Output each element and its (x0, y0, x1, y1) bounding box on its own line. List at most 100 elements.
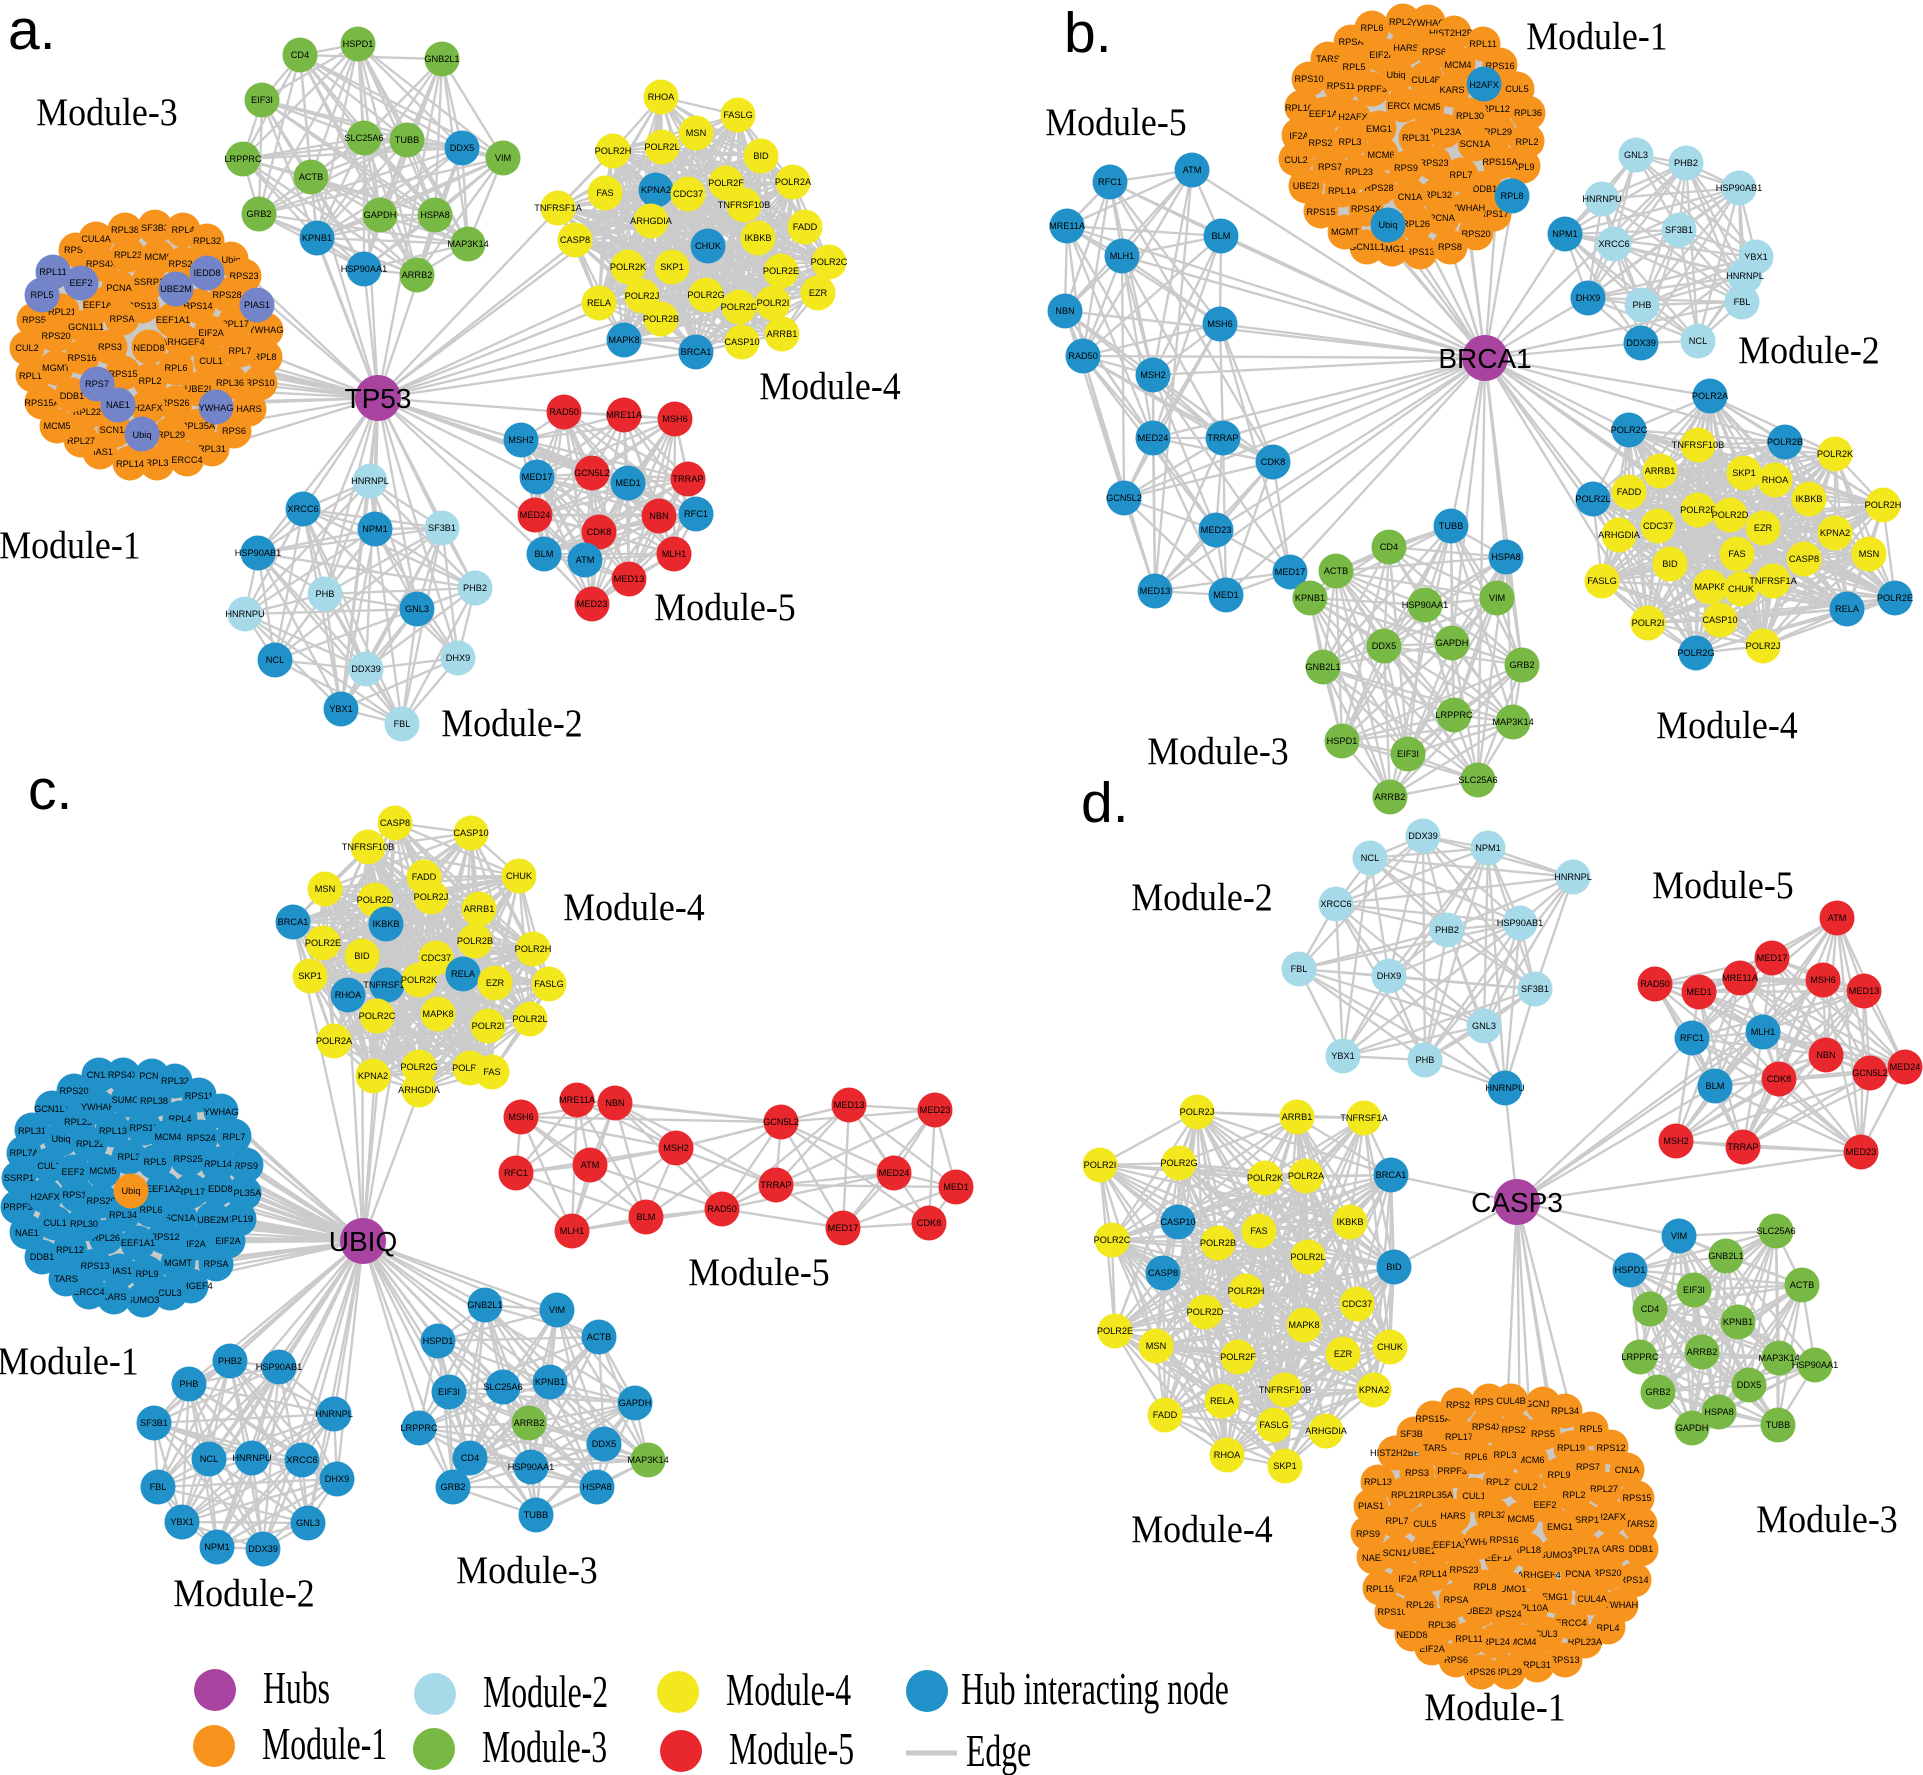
svg-text:MED23: MED23 (577, 599, 608, 609)
svg-text:MED13: MED13 (1849, 986, 1880, 996)
svg-text:RPS16: RPS16 (67, 353, 96, 363)
svg-text:MSN: MSN (686, 128, 706, 138)
svg-text:CUL2: CUL2 (37, 1161, 61, 1171)
svg-text:DHX9: DHX9 (325, 1474, 350, 1484)
svg-text:HSP90AA1: HSP90AA1 (1402, 600, 1448, 610)
svg-text:FASLG: FASLG (534, 979, 564, 989)
svg-text:POLR2E: POLR2E (1097, 1326, 1133, 1336)
svg-text:NEDD8: NEDD8 (1396, 1630, 1427, 1640)
svg-text:RPL14: RPL14 (204, 1159, 232, 1169)
svg-text:POLR2B: POLR2B (457, 936, 493, 946)
svg-text:MCM4: MCM4 (1509, 1637, 1536, 1647)
svg-text:HNRNPL: HNRNPL (315, 1409, 353, 1419)
svg-text:CUL1: CUL1 (43, 1218, 67, 1228)
svg-text:FBL: FBL (1734, 297, 1751, 307)
svg-text:RPL30: RPL30 (1456, 111, 1484, 121)
svg-text:Hubs: Hubs (263, 1662, 330, 1713)
svg-text:RPS3: RPS3 (98, 342, 122, 352)
svg-text:CUL2: CUL2 (15, 343, 39, 353)
svg-text:UBE2I: UBE2I (1466, 1606, 1493, 1616)
svg-text:Ubiq: Ubiq (133, 430, 152, 440)
svg-text:FADD: FADD (1617, 487, 1642, 497)
svg-text:EEF1A2: EEF1A2 (146, 1184, 180, 1194)
svg-text:ARRB1: ARRB1 (767, 329, 798, 339)
svg-text:RPL17: RPL17 (177, 1187, 205, 1197)
svg-text:SKP1: SKP1 (660, 262, 684, 272)
svg-text:FBL: FBL (1291, 964, 1308, 974)
svg-text:MLH1: MLH1 (1110, 251, 1135, 261)
svg-text:CN1A: CN1A (87, 1070, 112, 1080)
svg-text:SUMO1: SUMO1 (112, 1095, 145, 1105)
svg-text:SKP1: SKP1 (1732, 468, 1756, 478)
svg-text:MRE11A: MRE11A (1722, 973, 1759, 983)
svg-text:POLR2I: POLR2I (1632, 618, 1665, 628)
svg-text:RPL22: RPL22 (73, 407, 101, 417)
svg-text:SF3B1: SF3B1 (1665, 225, 1693, 235)
svg-text:HARS: HARS (1393, 43, 1419, 53)
svg-text:ARHGDIA: ARHGDIA (398, 1085, 441, 1095)
svg-text:BID: BID (1386, 1262, 1402, 1272)
svg-text:Module-2: Module-2 (1738, 330, 1880, 373)
svg-text:ARHGDIA: ARHGDIA (1598, 530, 1641, 540)
svg-text:PHB2: PHB2 (463, 583, 487, 593)
svg-text:MED23: MED23 (1201, 525, 1232, 535)
svg-text:RPL19: RPL19 (1557, 1443, 1585, 1453)
svg-text:EIF3I: EIF3I (1683, 1285, 1705, 1295)
svg-text:POLR2F: POLR2F (1220, 1352, 1256, 1362)
svg-text:YWHAG: YWHAG (249, 325, 284, 335)
svg-text:RPS16: RPS16 (1485, 61, 1514, 71)
svg-text:EIF2A: EIF2A (215, 1236, 241, 1246)
svg-text:FAS: FAS (596, 188, 613, 198)
svg-text:HNRNPU: HNRNPU (225, 609, 264, 619)
svg-text:RPS24: RPS24 (186, 1133, 215, 1143)
svg-text:RPL32: RPL32 (1478, 1510, 1506, 1520)
svg-text:RPL35A: RPL35A (227, 1188, 262, 1198)
svg-text:MED13: MED13 (614, 574, 645, 584)
svg-text:RPS15A: RPS15A (1482, 157, 1518, 167)
svg-text:ACTB: ACTB (1324, 566, 1349, 576)
svg-text:RPL29: RPL29 (1484, 127, 1512, 137)
svg-text:Module-5: Module-5 (1652, 865, 1794, 908)
svg-text:Module-1: Module-1 (0, 525, 141, 568)
svg-text:RPL5: RPL5 (1580, 1424, 1603, 1434)
svg-text:GNL3: GNL3 (1624, 150, 1648, 160)
svg-text:BRCA1: BRCA1 (1376, 1170, 1407, 1180)
svg-text:EEF1A1: EEF1A1 (156, 315, 190, 325)
svg-text:RPL2: RPL2 (1516, 137, 1539, 147)
svg-text:RPL8: RPL8 (1501, 191, 1524, 201)
svg-text:POLR2L: POLR2L (1575, 494, 1610, 504)
svg-text:DDB1: DDB1 (30, 1252, 55, 1262)
svg-text:MED17: MED17 (828, 1223, 859, 1233)
svg-text:RPSA: RPSA (109, 314, 135, 324)
svg-text:PHB: PHB (1416, 1055, 1435, 1065)
svg-text:GNB2L1: GNB2L1 (1708, 1251, 1743, 1261)
svg-text:SKP1: SKP1 (1273, 1461, 1297, 1471)
svg-text:RPS13: RPS13 (1405, 247, 1434, 257)
svg-text:Module-3: Module-3 (1147, 731, 1289, 774)
svg-text:PRPF3: PRPF3 (1357, 84, 1387, 94)
svg-text:NPM1: NPM1 (362, 524, 388, 534)
svg-text:NBN: NBN (1055, 306, 1074, 316)
svg-text:GCN5L2: GCN5L2 (1852, 1068, 1888, 1078)
svg-text:MCM5: MCM5 (89, 1166, 116, 1176)
svg-text:FASLG: FASLG (1259, 1420, 1289, 1430)
svg-text:RPL4: RPL4 (1597, 1623, 1620, 1633)
svg-text:DDB1: DDB1 (60, 391, 85, 401)
svg-text:HNRNPU: HNRNPU (1485, 1083, 1524, 1093)
svg-text:RPS6: RPS6 (1422, 47, 1446, 57)
svg-text:EEF1A2: EEF1A2 (1433, 1540, 1467, 1550)
svg-text:RPL3: RPL3 (1339, 137, 1362, 147)
svg-text:RPL32: RPL32 (161, 1076, 189, 1086)
svg-text:HSPD1: HSPD1 (1615, 1265, 1646, 1275)
svg-text:GRB2: GRB2 (246, 209, 271, 219)
svg-text:RPS7: RPS7 (1576, 1462, 1600, 1472)
svg-text:KPNA2: KPNA2 (1820, 528, 1850, 538)
svg-text:EIF2A: EIF2A (198, 328, 224, 338)
svg-text:EIF3I: EIF3I (251, 95, 273, 105)
svg-text:MRE11A: MRE11A (606, 410, 643, 420)
svg-text:RPS9: RPS9 (1394, 163, 1418, 173)
svg-text:RPL10A: RPL10A (1285, 103, 1320, 113)
svg-text:RPS4X: RPS4X (86, 259, 116, 269)
svg-text:HSPD1: HSPD1 (423, 1336, 454, 1346)
svg-text:MSH2: MSH2 (1140, 370, 1166, 380)
